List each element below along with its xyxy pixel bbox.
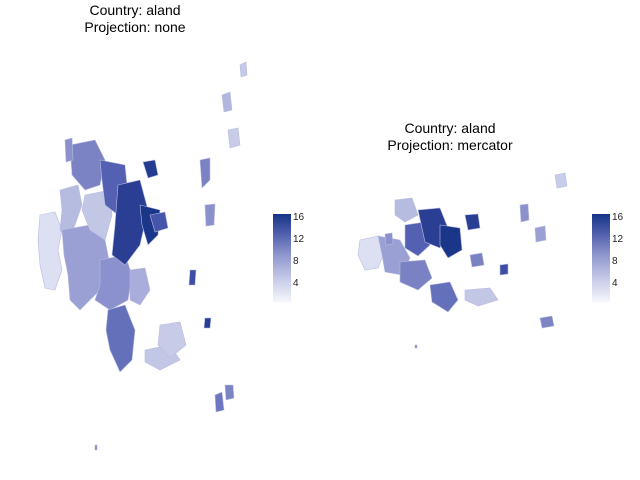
region	[227, 127, 241, 149]
map-mercator	[357, 172, 568, 349]
region	[384, 232, 394, 246]
region	[394, 197, 419, 223]
legend-tick: 16	[293, 212, 305, 223]
legend-tick: 8	[293, 256, 299, 267]
region	[142, 159, 159, 179]
region	[464, 213, 481, 231]
region	[429, 281, 459, 313]
panel-title-none: Country: aland Projection: none	[30, 2, 240, 36]
region	[64, 137, 74, 163]
region	[149, 211, 169, 233]
region	[554, 172, 568, 189]
legend-colorbar	[592, 214, 610, 302]
region	[519, 203, 530, 223]
region	[199, 157, 211, 189]
region	[439, 224, 463, 259]
region	[221, 91, 233, 113]
region	[469, 252, 485, 268]
region	[399, 259, 433, 291]
title-country: Country: aland	[89, 2, 181, 18]
title-projection: Projection: mercator	[387, 137, 513, 153]
region	[69, 139, 106, 191]
region	[129, 267, 151, 306]
legend-tick: 16	[612, 212, 624, 223]
region	[204, 203, 216, 227]
region	[224, 384, 235, 401]
title-projection: Projection: none	[84, 19, 186, 35]
title-country: Country: aland	[404, 120, 496, 136]
panel-title-mercator: Country: aland Projection: mercator	[345, 120, 555, 154]
legend-tick: 8	[612, 256, 618, 267]
region	[94, 444, 98, 451]
legend-tick: 4	[612, 278, 618, 289]
region	[203, 317, 212, 329]
region	[214, 391, 225, 413]
region	[534, 225, 547, 243]
region	[414, 344, 418, 349]
region	[239, 61, 248, 78]
region	[464, 287, 499, 307]
region	[157, 321, 187, 359]
legend-tick: 12	[293, 234, 305, 245]
map-unprojected	[37, 61, 248, 451]
legend-tick: 12	[612, 234, 624, 245]
region	[188, 269, 197, 286]
region	[539, 315, 555, 329]
region	[111, 179, 149, 266]
region	[37, 211, 63, 291]
legend-colorbar	[273, 214, 291, 302]
color-legend-right: 16 12 8 4	[592, 212, 632, 304]
color-legend-left: 16 12 8 4	[273, 212, 313, 304]
region	[105, 304, 136, 373]
legend-tick: 4	[293, 278, 299, 289]
region	[499, 263, 509, 276]
